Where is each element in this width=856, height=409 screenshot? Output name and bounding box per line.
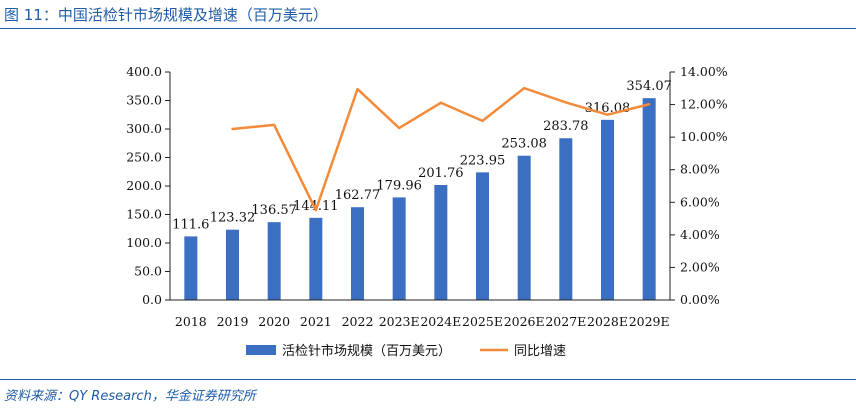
bar-value-label: 354.07 <box>626 79 672 94</box>
source-note: 资料来源：QY Research，华金证券研究所 <box>4 389 256 404</box>
bar-value-label: 201.76 <box>418 166 464 181</box>
bar-2026E <box>517 155 531 300</box>
x-tick-label: 2019 <box>217 314 249 329</box>
bar-series: 111.6 123.32136.57144.11162.77179.96201.7… <box>172 79 672 300</box>
growth-point-2028E <box>606 113 609 116</box>
bar-2029E <box>642 98 656 300</box>
right-tick-label: 12.00% <box>680 97 728 112</box>
bar-2023E <box>392 197 406 300</box>
right-tick-label: 2.00% <box>680 259 720 274</box>
growth-point-2019 <box>231 127 234 131</box>
bar-2025E <box>476 172 489 300</box>
left-tick-label: 200.0 <box>126 178 162 193</box>
left-tick-label: 0.0 <box>142 292 162 307</box>
left-axis: 0.0 50.0 100.0 150.0 200.0 250.0 300.0 350.0 400… <box>126 64 171 307</box>
left-tick-label: 150.0 <box>126 207 162 222</box>
bar-2018 <box>184 236 198 300</box>
growth-point-2025E <box>481 119 484 123</box>
top-rule <box>0 28 856 29</box>
x-tick-label: 2026E <box>504 314 545 329</box>
legend: 活检针市场规模（百万美元） 同比增速 <box>246 343 566 359</box>
right-tick-label: 8.00% <box>680 162 720 177</box>
growth-point-2021 <box>314 208 318 212</box>
x-tick-label: 2021 <box>300 314 332 329</box>
x-tick-label: 2024E <box>420 314 461 329</box>
left-tick-label: 250.0 <box>126 150 162 165</box>
x-tick-label: 2022 <box>342 314 374 329</box>
bar-value-label: 283.78 <box>543 119 589 134</box>
figure-title: 图 11：中国活检针市场规模及增速（百万美元） <box>4 6 328 24</box>
bar-2027E <box>559 138 573 300</box>
bar-value-label: 123.32 <box>210 211 256 226</box>
growth-point-2022 <box>356 87 359 91</box>
right-tick-label: 4.00% <box>680 227 720 242</box>
x-tick-label: 2023E <box>379 314 420 329</box>
left-tick-label: 400.0 <box>126 64 162 79</box>
bar-2022 <box>351 207 364 300</box>
x-axis: 2018 2019 2020 2021 2022 2023E 2024E 2025E 2026E… <box>170 299 670 329</box>
x-tick-label: 2028E <box>587 314 628 329</box>
growth-point-2026E <box>522 86 526 90</box>
bar-value-label: 253.08 <box>501 137 547 152</box>
growth-point-2029E <box>647 103 651 106</box>
bar-2020 <box>267 222 281 300</box>
legend-bar-label: 活检针市场规模（百万美元） <box>282 343 451 359</box>
bottom-rule <box>0 379 856 380</box>
bar-2028E <box>601 119 614 300</box>
growth-point-2023E <box>397 126 401 130</box>
right-tick-label: 0.00% <box>680 292 720 307</box>
left-tick-label: 300.0 <box>126 121 162 136</box>
bar-value-label: 162.77 <box>335 188 381 203</box>
x-tick-label: 2027E <box>545 314 586 329</box>
bar-2021 <box>309 217 323 300</box>
x-tick-label: 2025E <box>462 314 503 329</box>
bar-value-label: 136.57 <box>251 203 297 218</box>
bar-value-label: 179.96 <box>376 178 422 193</box>
legend-bar-swatch <box>246 345 276 355</box>
x-tick-label: 2020 <box>258 314 290 329</box>
left-tick-label: 350.0 <box>126 93 162 108</box>
left-tick-label: 50.0 <box>134 264 162 279</box>
bar-value-label: 111.6 <box>172 217 209 232</box>
growth-point-2024E <box>439 101 443 104</box>
left-tick-label: 100.0 <box>126 235 162 250</box>
bar-2024E <box>434 184 448 300</box>
bar-2019 <box>226 229 239 300</box>
growth-point-2020 <box>272 123 276 127</box>
x-tick-label: 2018 <box>175 314 207 329</box>
legend-line-label: 同比增速 <box>514 344 566 359</box>
growth-point-2027E <box>564 101 568 104</box>
right-tick-label: 10.00% <box>680 129 728 144</box>
bar-value-label: 223.95 <box>460 153 506 168</box>
line-series <box>231 86 651 212</box>
right-tick-label: 14.00% <box>680 64 728 79</box>
right-tick-label: 6.00% <box>680 194 720 209</box>
x-tick-label: 2029E <box>629 314 670 329</box>
right-axis: 0.00% 2.00% 4.00% 6.00% 8.00% 10.00% 12.00% 14.… <box>669 64 728 307</box>
